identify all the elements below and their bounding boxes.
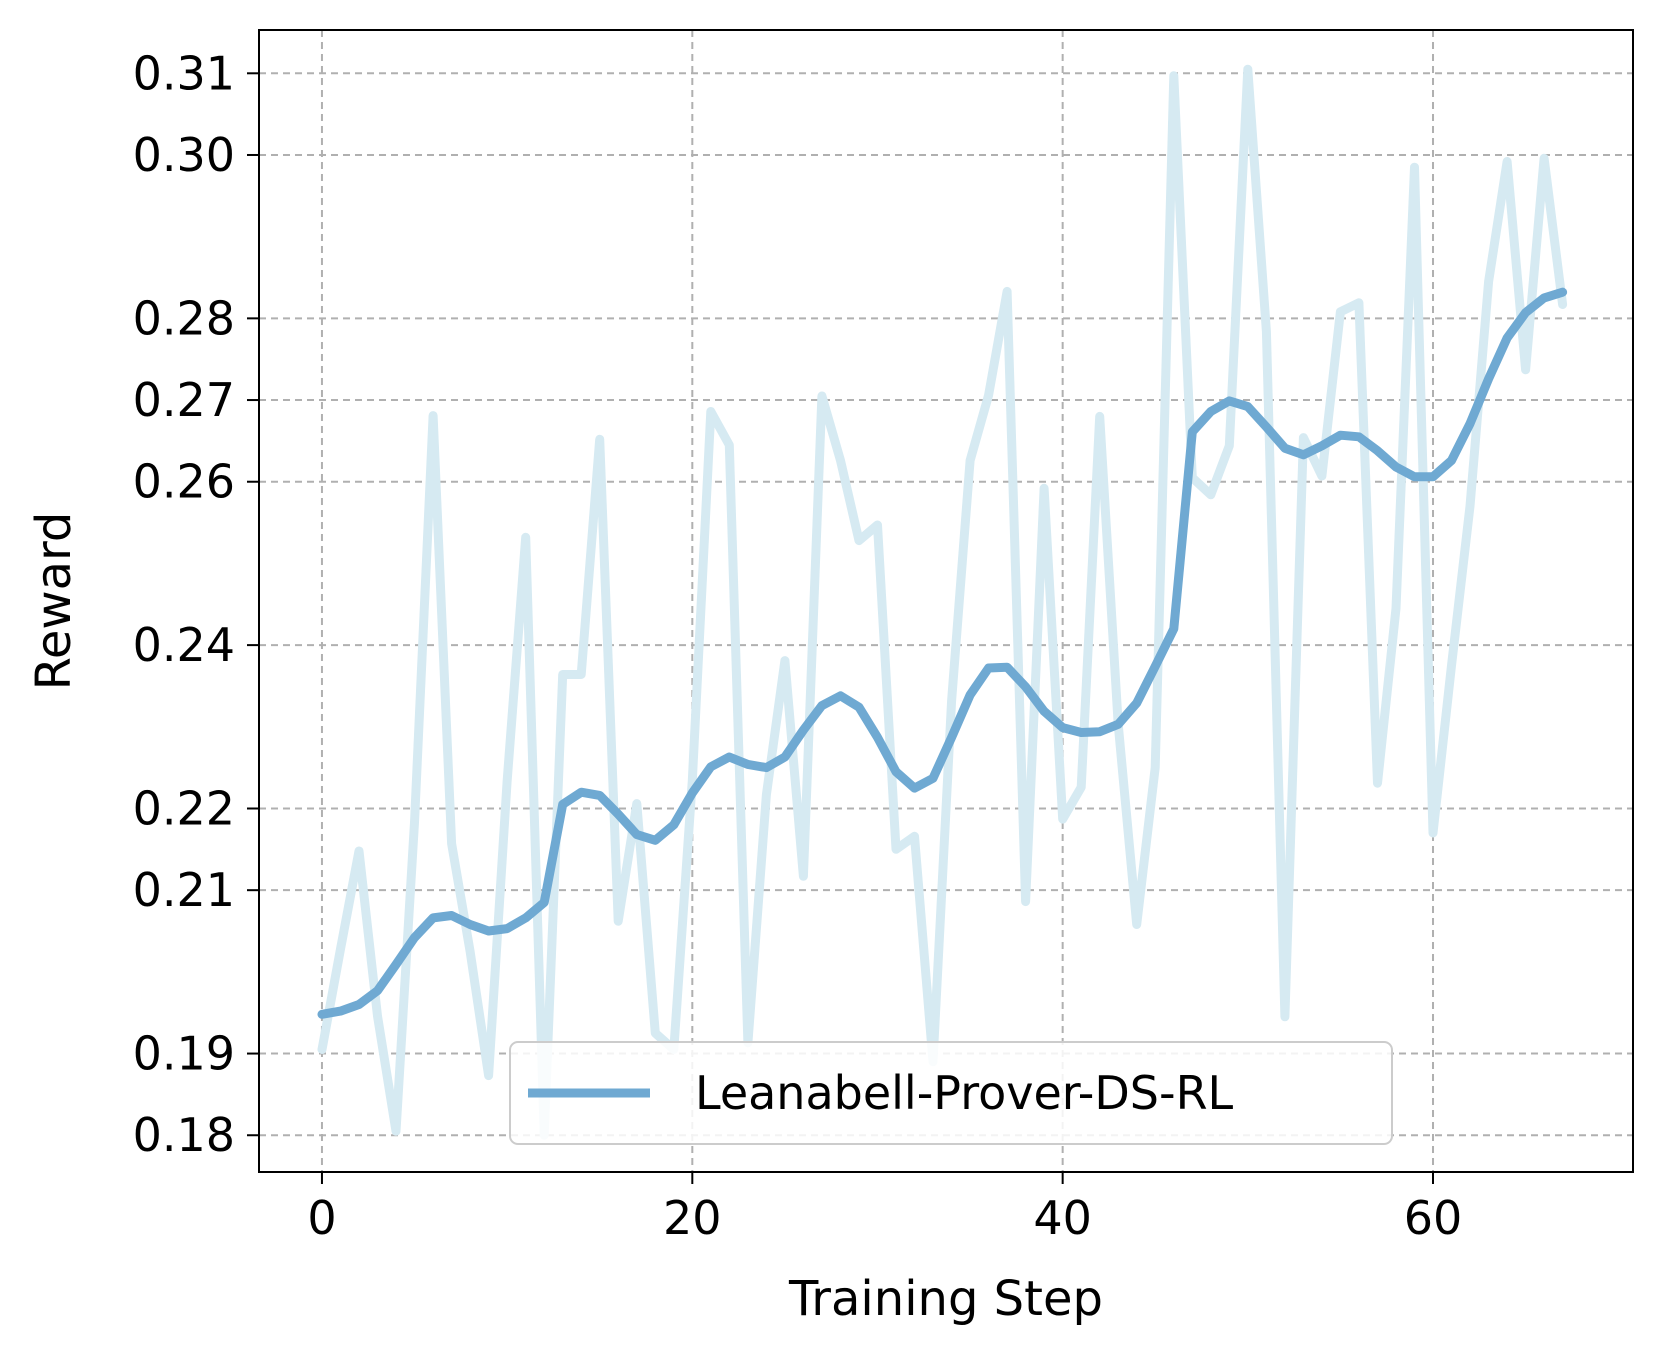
y-tick-label: 0.18 [133, 1108, 235, 1162]
y-tick-label: 0.26 [133, 455, 235, 509]
series-layer [317, 64, 1568, 1140]
legend: Leanabell-Prover-DS-RL [509, 1041, 1393, 1145]
x-tick-label: 0 [307, 1191, 336, 1245]
x-tick-label: 60 [1404, 1191, 1463, 1245]
legend-label: Leanabell-Prover-DS-RL [695, 1066, 1234, 1120]
y-tick-label: 0.22 [133, 781, 235, 835]
x-tick-label: 40 [1033, 1191, 1092, 1245]
y-tick-label: 0.28 [133, 291, 235, 345]
x-tick-label: 20 [663, 1191, 722, 1245]
legend-box [509, 1041, 1393, 1145]
plot-frame [258, 29, 1634, 1173]
y-tick-label: 0.21 [133, 863, 235, 917]
raw-reward-line [317, 64, 1568, 1140]
y-tick-label: 0.19 [133, 1027, 235, 1081]
y-tick-label: 0.31 [133, 46, 235, 100]
x-axis-label: Training Step [788, 1271, 1103, 1327]
y-axis-label: Reward [26, 512, 82, 691]
y-tick-label: 0.24 [133, 618, 235, 672]
y-tick-label: 0.27 [133, 373, 235, 427]
smoothed-reward-line [317, 287, 1568, 1019]
y-tick-label: 0.30 [133, 128, 235, 182]
tick-layer: 0 20 40 60 0.18 0.19 0.21 0.22 0.24 0.26 0.27 0.28 0… [133, 46, 1463, 1245]
